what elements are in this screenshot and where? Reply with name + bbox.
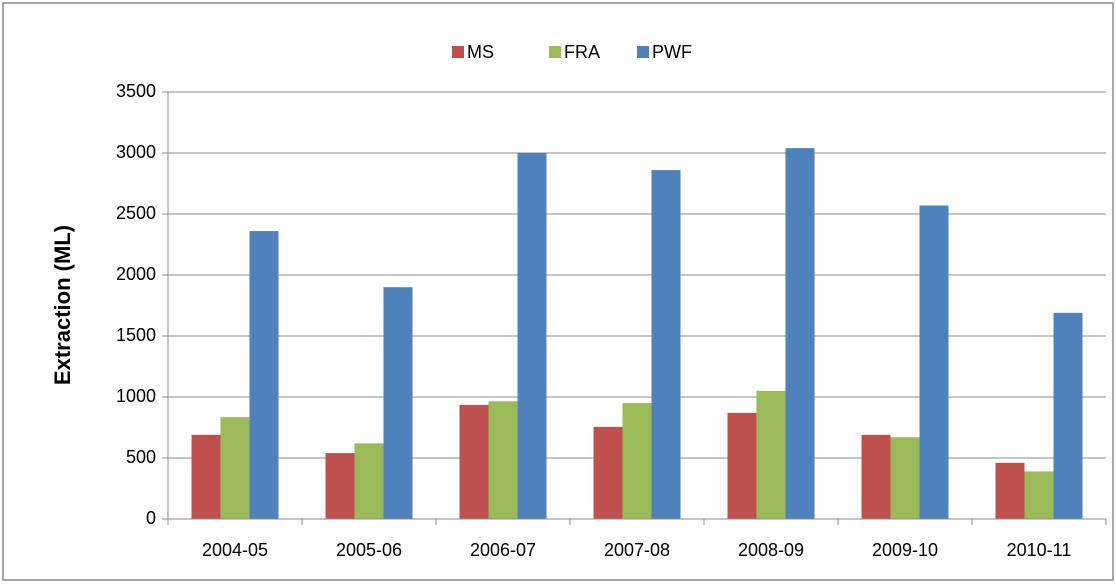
y-tick-label: 3000 bbox=[116, 142, 156, 162]
y-axis-label: Extraction (ML) bbox=[50, 225, 75, 385]
x-tick-label: 2007-08 bbox=[604, 540, 670, 560]
bar bbox=[995, 462, 1025, 519]
bar bbox=[488, 401, 518, 519]
bar bbox=[593, 426, 623, 519]
x-tick-label: 2006-07 bbox=[470, 540, 536, 560]
bar bbox=[890, 437, 920, 519]
legend-swatch bbox=[549, 46, 561, 58]
x-tick-label: 2008-09 bbox=[738, 540, 804, 560]
x-tick-label: 2010-11 bbox=[1007, 540, 1072, 560]
bar bbox=[861, 434, 891, 519]
bar bbox=[651, 170, 681, 519]
bar bbox=[622, 403, 652, 519]
bar bbox=[383, 287, 413, 519]
bar bbox=[785, 148, 815, 519]
legend-swatch bbox=[637, 46, 649, 58]
y-tick-label: 3500 bbox=[116, 81, 156, 101]
bar bbox=[727, 412, 757, 519]
bar bbox=[354, 443, 384, 519]
bar bbox=[517, 153, 547, 519]
bar bbox=[1053, 312, 1083, 519]
y-tick-label: 2500 bbox=[116, 203, 156, 223]
bar bbox=[191, 434, 221, 519]
x-tick-label: 2005-06 bbox=[336, 540, 402, 560]
bar bbox=[919, 205, 949, 519]
y-tick-label: 1500 bbox=[116, 325, 156, 345]
bar bbox=[756, 390, 786, 519]
legend-swatch bbox=[452, 46, 464, 58]
x-tick-label: 2009-10 bbox=[872, 540, 938, 560]
bar bbox=[325, 453, 355, 519]
legend-label: MS bbox=[467, 42, 494, 62]
legend-label: FRA bbox=[564, 42, 600, 62]
bar bbox=[459, 404, 489, 519]
y-tick-label: 500 bbox=[126, 447, 156, 467]
x-tick-label: 2004-05 bbox=[202, 540, 268, 560]
y-tick-label: 1000 bbox=[116, 386, 156, 406]
bar bbox=[249, 231, 279, 519]
legend-label: PWF bbox=[652, 42, 692, 62]
bar bbox=[1024, 471, 1054, 519]
y-tick-label: 2000 bbox=[116, 264, 156, 284]
bar bbox=[220, 417, 250, 519]
y-tick-label: 0 bbox=[146, 508, 156, 528]
